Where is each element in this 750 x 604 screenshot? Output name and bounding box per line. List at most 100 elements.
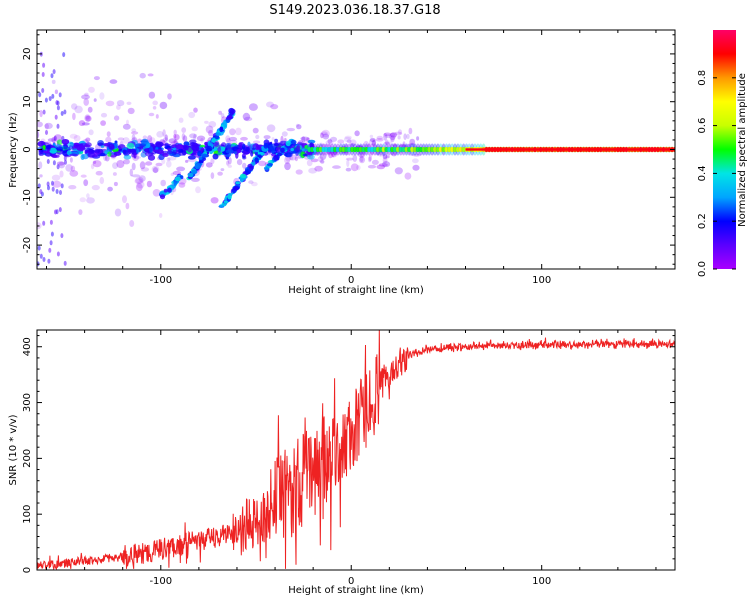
colorbar-tick-label: 0.8 xyxy=(697,70,708,86)
snr-plot-area xyxy=(37,330,675,570)
tone-cell xyxy=(355,146,360,153)
heatmap-haze xyxy=(100,120,106,126)
heatmap-haze xyxy=(195,186,201,194)
heatmap-haze xyxy=(368,156,372,163)
heatmap-haze xyxy=(58,92,62,98)
snr-x-tick-label: 0 xyxy=(348,576,354,587)
tone-cell xyxy=(338,146,343,153)
heatmap-haze xyxy=(122,123,131,130)
heatmap-cell xyxy=(187,155,196,160)
heatmap-haze xyxy=(74,105,83,114)
heatmap-haze xyxy=(252,127,259,134)
heatmap-haze xyxy=(166,160,172,168)
heatmap-cell xyxy=(113,151,122,156)
heatmap-haze xyxy=(226,137,231,144)
heatmap-haze xyxy=(266,101,274,108)
heatmap-haze xyxy=(394,167,403,175)
heatmap-haze xyxy=(113,115,120,121)
heatmap-haze xyxy=(65,164,73,172)
heatmap-haze xyxy=(85,115,92,122)
heatmap-haze xyxy=(142,135,148,140)
heatmap-haze xyxy=(39,189,43,195)
heatmap-haze xyxy=(51,93,55,99)
heatmap-haze xyxy=(320,132,324,139)
heatmap-haze xyxy=(352,154,358,162)
heatmap-branch-cell xyxy=(245,169,252,175)
heatmap-cell xyxy=(54,154,60,158)
heatmap-branch-cell xyxy=(263,166,269,171)
heatmap-cell xyxy=(290,147,294,152)
heatmap-haze xyxy=(220,168,225,172)
heatmap-cell xyxy=(69,153,78,157)
heatmap-haze xyxy=(56,100,60,106)
heatmap-haze xyxy=(382,161,391,168)
heatmap-cell xyxy=(76,145,86,152)
heatmap-cell xyxy=(176,144,184,150)
heatmap-haze xyxy=(78,120,86,127)
heatmap-cell xyxy=(241,143,246,150)
heatmap-haze xyxy=(412,153,421,157)
heatmap-haze xyxy=(127,107,135,115)
heatmap-cell xyxy=(182,145,188,148)
heatmap-haze xyxy=(412,164,420,171)
tone-cell xyxy=(450,146,455,153)
heatmap-haze xyxy=(252,140,261,144)
heatmap-haze xyxy=(126,119,129,126)
snr-x-axis-label: Height of straight line (km) xyxy=(288,585,424,596)
tone-cell xyxy=(324,146,329,153)
tone-cell xyxy=(315,146,320,153)
heatmap-haze xyxy=(70,165,76,172)
tone-cell xyxy=(341,146,346,153)
heatmap-haze xyxy=(53,135,57,141)
heatmap-cell xyxy=(302,153,308,157)
heatmap-haze xyxy=(152,167,159,174)
heatmap-branch-cell xyxy=(263,142,269,149)
heatmap-haze xyxy=(390,132,398,138)
heatmap-haze xyxy=(176,166,186,172)
tone-cell xyxy=(393,146,397,153)
heatmap-cell xyxy=(81,146,86,150)
heatmap-haze xyxy=(317,156,324,162)
heatmap-branch-cell xyxy=(225,116,232,120)
heatmap-haze xyxy=(117,137,125,141)
heatmap-haze xyxy=(227,164,232,168)
heatmap-cell xyxy=(56,139,63,145)
heatmap-haze xyxy=(39,174,43,178)
heatmap-haze xyxy=(152,100,158,106)
heatmap-haze xyxy=(320,160,325,164)
heatmap-haze xyxy=(41,72,45,77)
spectrogram-x-axis-label: Height of straight line (km) xyxy=(288,285,424,296)
heatmap-haze xyxy=(69,133,78,139)
heatmap-haze xyxy=(217,171,223,176)
tone-cell xyxy=(401,146,406,153)
heatmap-cell xyxy=(75,142,80,146)
heatmap-haze xyxy=(99,176,105,185)
heatmap-cell xyxy=(167,150,173,155)
heatmap-cell xyxy=(136,148,140,154)
heatmap-haze xyxy=(210,172,215,180)
heatmap-haze xyxy=(90,163,95,170)
heatmap-haze xyxy=(390,135,395,143)
heatmap-haze xyxy=(369,134,374,138)
heatmap-cell xyxy=(284,152,292,158)
heatmap-cell xyxy=(191,145,200,152)
heatmap-haze xyxy=(325,139,334,147)
heatmap-haze xyxy=(88,129,94,136)
snr-y-axis-label: SNR (10 * v/v) xyxy=(8,414,19,485)
heatmap-branch-cell xyxy=(191,169,198,175)
heatmap-haze xyxy=(114,208,122,217)
heatmap-cell xyxy=(217,151,221,156)
heatmap-haze xyxy=(162,137,169,143)
tone-cell xyxy=(327,146,332,153)
heatmap-haze xyxy=(367,164,377,169)
heatmap-haze xyxy=(196,135,206,142)
tone-cell xyxy=(335,146,340,153)
heatmap-cell xyxy=(162,153,169,157)
heatmap-cell xyxy=(171,144,178,148)
colorbar-tick-label: 0.2 xyxy=(697,213,708,229)
heatmap-haze xyxy=(140,167,150,172)
snr-y-tick-label: 400 xyxy=(22,337,33,356)
heatmap-cell xyxy=(172,149,181,154)
colorbar-label: Normalized spectral amplitude xyxy=(737,73,748,227)
